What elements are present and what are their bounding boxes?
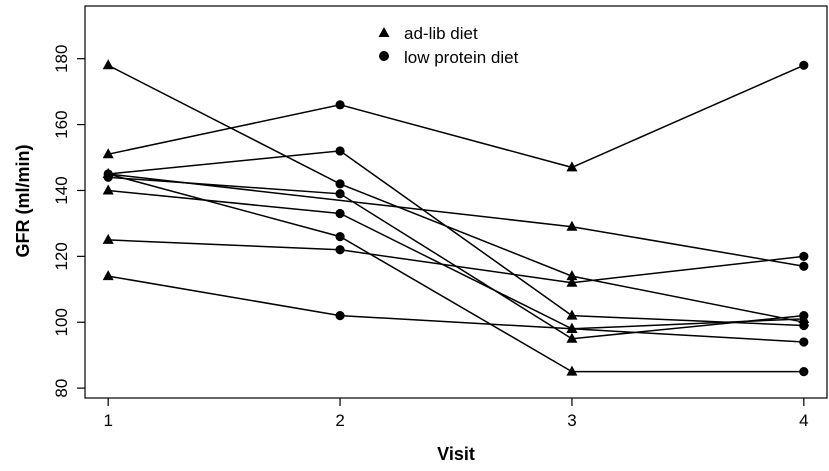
data-point-triangle: [102, 184, 114, 195]
data-point-circle: [335, 245, 345, 255]
y-tick-label: 180: [52, 45, 71, 73]
data-point-triangle: [566, 309, 578, 320]
data-point-circle: [335, 146, 345, 156]
series-line-6: [108, 189, 804, 343]
data-point-circle: [799, 60, 809, 70]
data-point-triangle: [566, 322, 578, 333]
data-point-triangle: [798, 312, 810, 323]
y-tick-label: 120: [52, 242, 71, 270]
legend: ad-lib diet low protein diet: [378, 24, 519, 67]
data-point-circle: [335, 179, 345, 189]
data-point-circle: [335, 231, 345, 242]
series-layer: [102, 59, 810, 377]
data-point-triangle: [102, 148, 114, 159]
y-tick-label: 80: [52, 379, 71, 398]
legend-label-ad-lib: ad-lib diet: [404, 24, 478, 43]
data-point-triangle: [566, 220, 578, 231]
data-point-triangle: [566, 161, 578, 172]
data-point-circle: [799, 320, 809, 331]
x-axis-title: Visit: [437, 444, 475, 464]
y-tick-label: 100: [52, 308, 71, 336]
series-line-1: [107, 64, 804, 323]
legend-circle-marker: [379, 51, 389, 61]
data-point-triangle: [102, 270, 114, 281]
data-point-circle: [335, 208, 345, 219]
x-axis: 1 2 3 4: [103, 398, 809, 430]
x-tick-label: 2: [335, 411, 344, 430]
x-tick-label: 3: [567, 411, 576, 430]
series-line-5: [108, 173, 804, 267]
data-point-circle: [335, 189, 345, 199]
series-line-8: [108, 239, 804, 284]
data-point-triangle: [102, 168, 114, 178]
data-point-triangle: [102, 59, 114, 70]
data-point-triangle: [102, 233, 114, 244]
data-point-circle: [335, 311, 345, 321]
y-axis: 80 100 120 140 160 180: [52, 45, 85, 398]
y-tick-label: 160: [52, 110, 71, 138]
x-tick-label: 4: [799, 411, 808, 430]
plot-frame: [84, 5, 828, 399]
data-point-circle: [335, 100, 345, 110]
series-line-3: [108, 150, 804, 327]
legend-label-low-protein: low protein diet: [404, 48, 519, 67]
data-point-circle: [799, 337, 809, 347]
y-tick-label: 140: [52, 176, 71, 204]
data-point-circle: [799, 367, 809, 377]
x-tick-label: 1: [103, 411, 112, 430]
data-point-triangle: [566, 270, 578, 281]
legend-triangle-marker: [378, 27, 390, 37]
data-point-triangle: [566, 365, 578, 376]
series-line-7: [108, 173, 804, 373]
data-point-circle: [799, 251, 809, 261]
series-line-2: [108, 64, 805, 169]
y-axis-title: GFR (ml/min): [13, 145, 33, 258]
data-point-circle: [799, 261, 809, 271]
data-point-triangle: [566, 276, 578, 287]
data-point-triangle: [566, 332, 578, 343]
series-line-9: [108, 275, 804, 330]
